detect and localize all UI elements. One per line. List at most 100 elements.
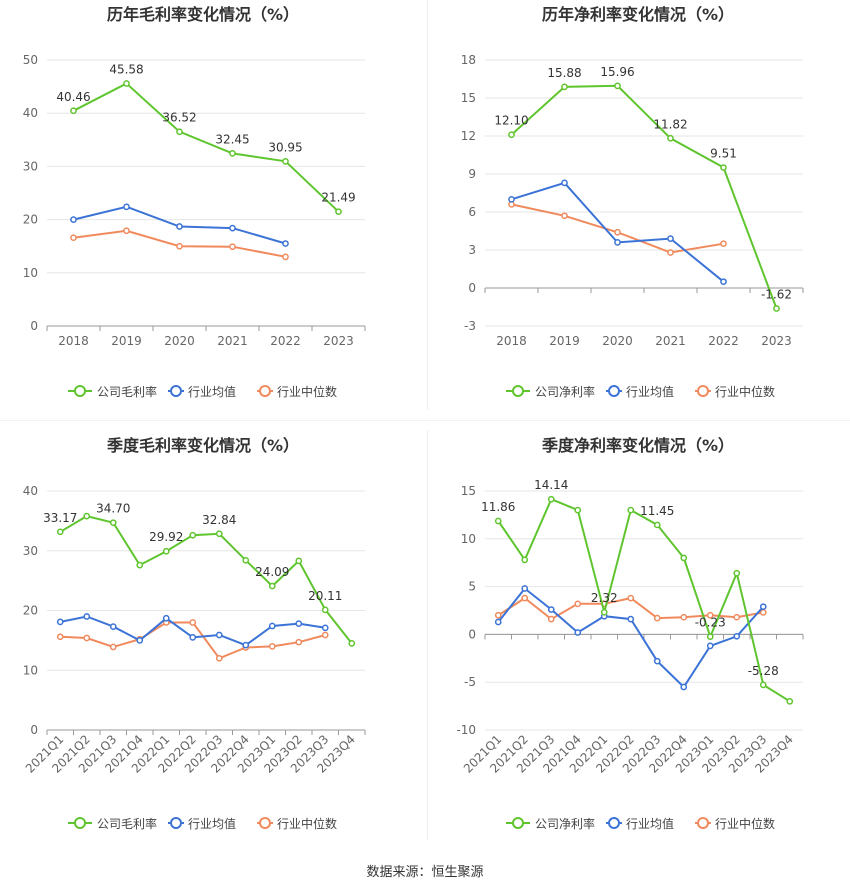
data-point [295,557,303,565]
legend-marker [512,817,524,829]
chart-title: 季度净利率变化情况（%） [541,436,734,455]
data-point [215,631,223,639]
data-point [494,611,502,619]
data-point [189,531,197,539]
data-point [83,634,91,642]
legend-marker [74,385,86,397]
legend-label: 行业均值 [626,816,674,831]
data-point [494,618,502,626]
legend-marker [697,385,709,397]
data-point [733,613,741,621]
data-point [786,697,794,705]
data-label: -0.23 [695,616,726,630]
x-tick-label: 2020 [164,334,195,348]
data-point [295,638,303,646]
y-tick-label: 12 [461,129,476,143]
data-point [667,134,674,142]
data-point [521,585,529,592]
data-label: -1.62 [761,288,792,302]
data-point [123,203,130,211]
data-point [136,561,144,569]
data-point [136,637,144,644]
data-point [215,530,223,538]
chart-3: 季度毛利率变化情况（%）0102030402021Q12021Q22021Q32… [23,436,366,831]
data-point [109,519,117,527]
chart-title: 历年毛利率变化情况（%） [107,5,299,24]
y-tick-label: 40 [23,106,38,120]
y-tick-label: 30 [23,544,38,558]
legend-label: 行业中位数 [715,384,775,399]
data-point [321,606,329,614]
data-point [176,242,183,250]
legend-marker [608,817,620,829]
data-point [521,556,529,564]
data-point [574,629,582,636]
data-point [627,615,635,623]
chart-1: 历年毛利率变化情况（%） 0 10 20 30 40 50 2018 2019 2020 2021 2… [23,5,366,399]
data-point [720,278,727,286]
data-point [176,128,183,136]
data-label: 20.11 [308,589,342,603]
data-point [667,235,674,242]
legend-label: 行业中位数 [277,816,337,831]
data-point [335,208,342,216]
data-point [627,594,635,602]
data-point [123,80,130,87]
data-point [759,681,767,689]
legend-label: 公司毛利率 [97,816,157,831]
y-tick-label: 20 [23,604,38,618]
data-point [268,643,276,650]
legend-marker [259,817,271,829]
data-point [56,528,64,536]
data-point [162,614,170,622]
y-tick-label: 6 [468,205,476,219]
legend-label: 公司净利率 [535,384,595,399]
data-point [348,640,356,647]
legend-marker [259,385,271,397]
data-label: 9.51 [710,147,737,161]
y-tick-label: 15 [461,484,476,498]
legend-label: 行业中位数 [277,384,337,399]
data-point [759,603,767,611]
y-tick-label: 50 [23,53,38,67]
data-point [229,150,236,157]
chart-title: 季度毛利率变化情况（%） [106,436,299,455]
data-label: 32.84 [202,513,236,527]
data-label: 11.82 [653,117,687,131]
data-source-note: 数据来源：恒生聚源 [366,865,484,880]
data-point [70,107,77,115]
data-point [109,643,117,651]
y-tick-label: 30 [23,159,38,173]
data-point [733,632,741,640]
data-point [561,83,568,91]
data-point [574,506,582,514]
data-point [574,600,582,608]
data-point [759,609,767,616]
data-point [56,633,64,641]
data-point [614,82,621,90]
data-point [547,606,555,613]
legend-label: 行业均值 [188,816,236,831]
data-label: 33.17 [43,511,77,525]
legend-label: 行业均值 [626,384,674,399]
data-point [706,611,714,619]
data-point [229,243,236,251]
y-tick-label: -3 [464,319,476,333]
data-point [229,224,236,232]
x-tick-label: 2021 [217,334,248,348]
data-point [733,569,741,577]
x-tick-label: 2019 [111,334,142,348]
data-point [56,618,64,626]
data-point [70,234,77,242]
x-tick-label: 2021 [655,334,686,348]
y-tick-label: 5 [468,580,476,594]
data-point [706,633,714,640]
legend-marker [697,817,709,829]
data-point [561,212,568,220]
data-point [627,506,635,514]
y-tick-label: 18 [461,53,476,67]
series-line-1 [59,515,353,645]
legend-label: 公司毛利率 [97,384,157,399]
data-point [508,131,515,139]
